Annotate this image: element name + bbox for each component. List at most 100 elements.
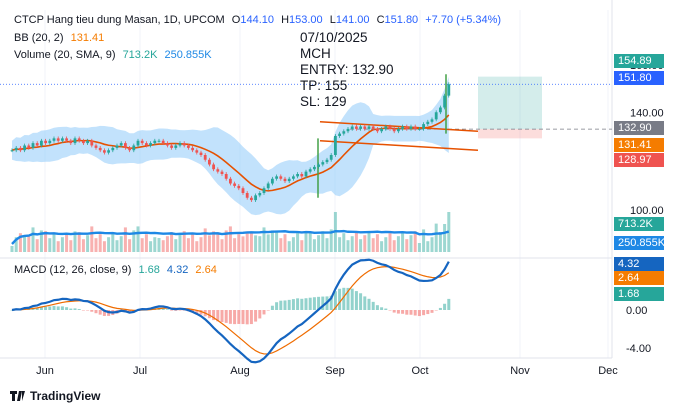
candle-body bbox=[266, 183, 270, 189]
volume-bar bbox=[128, 239, 132, 252]
x-tick-dec: Dec bbox=[598, 365, 618, 377]
volume-bar bbox=[14, 237, 18, 252]
price-badge: 151.80 bbox=[614, 71, 664, 85]
candle-body bbox=[187, 145, 190, 148]
macd-hist-bar bbox=[39, 306, 43, 310]
volume-bar bbox=[165, 236, 169, 252]
bb-value: 131.41 bbox=[70, 32, 105, 44]
annotation-date: 07/10/2025 bbox=[300, 30, 368, 45]
volume-bar bbox=[308, 232, 312, 252]
volume-bar bbox=[338, 237, 342, 252]
volume-bar bbox=[434, 223, 438, 252]
price-badge: 1.68 bbox=[614, 287, 664, 301]
price-badge: 713.2K bbox=[614, 217, 664, 231]
volume-bar bbox=[123, 227, 127, 252]
volume-bar bbox=[94, 238, 98, 252]
volume-bar bbox=[149, 241, 153, 252]
volume-bar bbox=[199, 237, 203, 252]
macd-hist-bar bbox=[128, 310, 132, 313]
volume-bar bbox=[27, 236, 31, 252]
volume-bar bbox=[178, 235, 182, 252]
low-value: 141.00 bbox=[335, 14, 370, 26]
candle-body bbox=[178, 143, 182, 146]
candle-body bbox=[233, 183, 236, 186]
volume-bar bbox=[262, 227, 266, 252]
macd-hist-bar bbox=[422, 310, 426, 316]
candle-body bbox=[388, 126, 392, 129]
volume-bar bbox=[380, 241, 384, 252]
volume-bar bbox=[115, 240, 119, 252]
candle-body bbox=[283, 178, 287, 182]
volume-bar bbox=[186, 238, 190, 252]
candle-body bbox=[128, 147, 131, 151]
macd-hist-bar bbox=[266, 310, 270, 311]
candle-body bbox=[397, 128, 400, 132]
sl-zone bbox=[478, 129, 542, 139]
symbol-name: CTCP Hang tieu dung Masan, 1D, UPCOM bbox=[14, 14, 225, 26]
macd-hist-bar bbox=[333, 291, 337, 310]
volume-bar bbox=[203, 228, 207, 252]
volume-bar bbox=[153, 237, 157, 252]
macd-hist-bar bbox=[77, 309, 81, 310]
candle-body bbox=[355, 126, 358, 129]
candle-body bbox=[342, 131, 346, 134]
volume-bar bbox=[10, 246, 14, 252]
volume-bar bbox=[195, 241, 199, 252]
volume-bar bbox=[220, 239, 224, 252]
volume-bar bbox=[174, 239, 178, 252]
bb-legend: BB (20, 2) 131.41 bbox=[14, 32, 108, 44]
volume-bar bbox=[157, 238, 161, 252]
volume-bar bbox=[90, 226, 94, 252]
candle-body bbox=[346, 128, 350, 132]
volume-bar bbox=[321, 231, 325, 252]
candle-body bbox=[44, 140, 47, 144]
macd-hist-bar bbox=[409, 310, 413, 315]
macd-hist-bar bbox=[170, 310, 174, 311]
macd-hist-bar bbox=[69, 308, 73, 310]
macd-hist-bar bbox=[438, 307, 442, 310]
candle-body bbox=[98, 147, 102, 151]
volume-bar bbox=[304, 231, 308, 252]
volume-bar bbox=[60, 237, 64, 252]
volume-bar bbox=[443, 224, 447, 252]
macd-hist-bar bbox=[249, 310, 253, 325]
candle-body bbox=[119, 143, 123, 146]
close-label: C bbox=[376, 14, 385, 26]
macd-hist-bar bbox=[417, 310, 421, 317]
channel-bottom bbox=[319, 140, 479, 151]
macd-hist-bar bbox=[275, 302, 279, 310]
candle-body bbox=[48, 140, 52, 144]
macd-hist-bar bbox=[207, 310, 211, 319]
macd-hist-bar bbox=[371, 301, 375, 310]
macd-hist-bar bbox=[392, 310, 396, 313]
candle-body bbox=[384, 126, 388, 129]
candle-body bbox=[103, 150, 106, 153]
trade-zone bbox=[0, 76, 612, 139]
annotation-sl: SL: 129 bbox=[300, 94, 347, 109]
candle-body bbox=[304, 171, 308, 177]
candle-body bbox=[61, 138, 64, 141]
candle-body bbox=[136, 140, 140, 146]
price-badge: 131.41 bbox=[614, 138, 664, 152]
volume-bar bbox=[44, 231, 48, 252]
macd-hist-bar bbox=[165, 309, 169, 310]
volume-legend: Volume (20, SMA, 9) 713.2K 250.855K bbox=[14, 49, 216, 61]
volume-bar bbox=[216, 232, 220, 252]
candle-body bbox=[443, 95, 446, 108]
candle-body bbox=[56, 138, 60, 141]
volume-bar bbox=[354, 232, 358, 252]
volume-ma-line bbox=[11, 229, 450, 245]
volume-bar bbox=[342, 233, 346, 252]
candle-body bbox=[174, 145, 178, 148]
macd-hist-bar bbox=[52, 305, 56, 310]
candle-body bbox=[195, 150, 199, 153]
candle-body bbox=[27, 145, 31, 148]
chart-grid bbox=[0, 0, 613, 359]
annotation-entry: ENTRY: 132.90 bbox=[300, 62, 394, 77]
macd-hist-bar bbox=[237, 310, 241, 324]
volume-bar bbox=[367, 231, 371, 252]
volume-bar bbox=[52, 234, 56, 252]
volume-bar bbox=[329, 229, 333, 252]
candle-body bbox=[23, 145, 26, 151]
